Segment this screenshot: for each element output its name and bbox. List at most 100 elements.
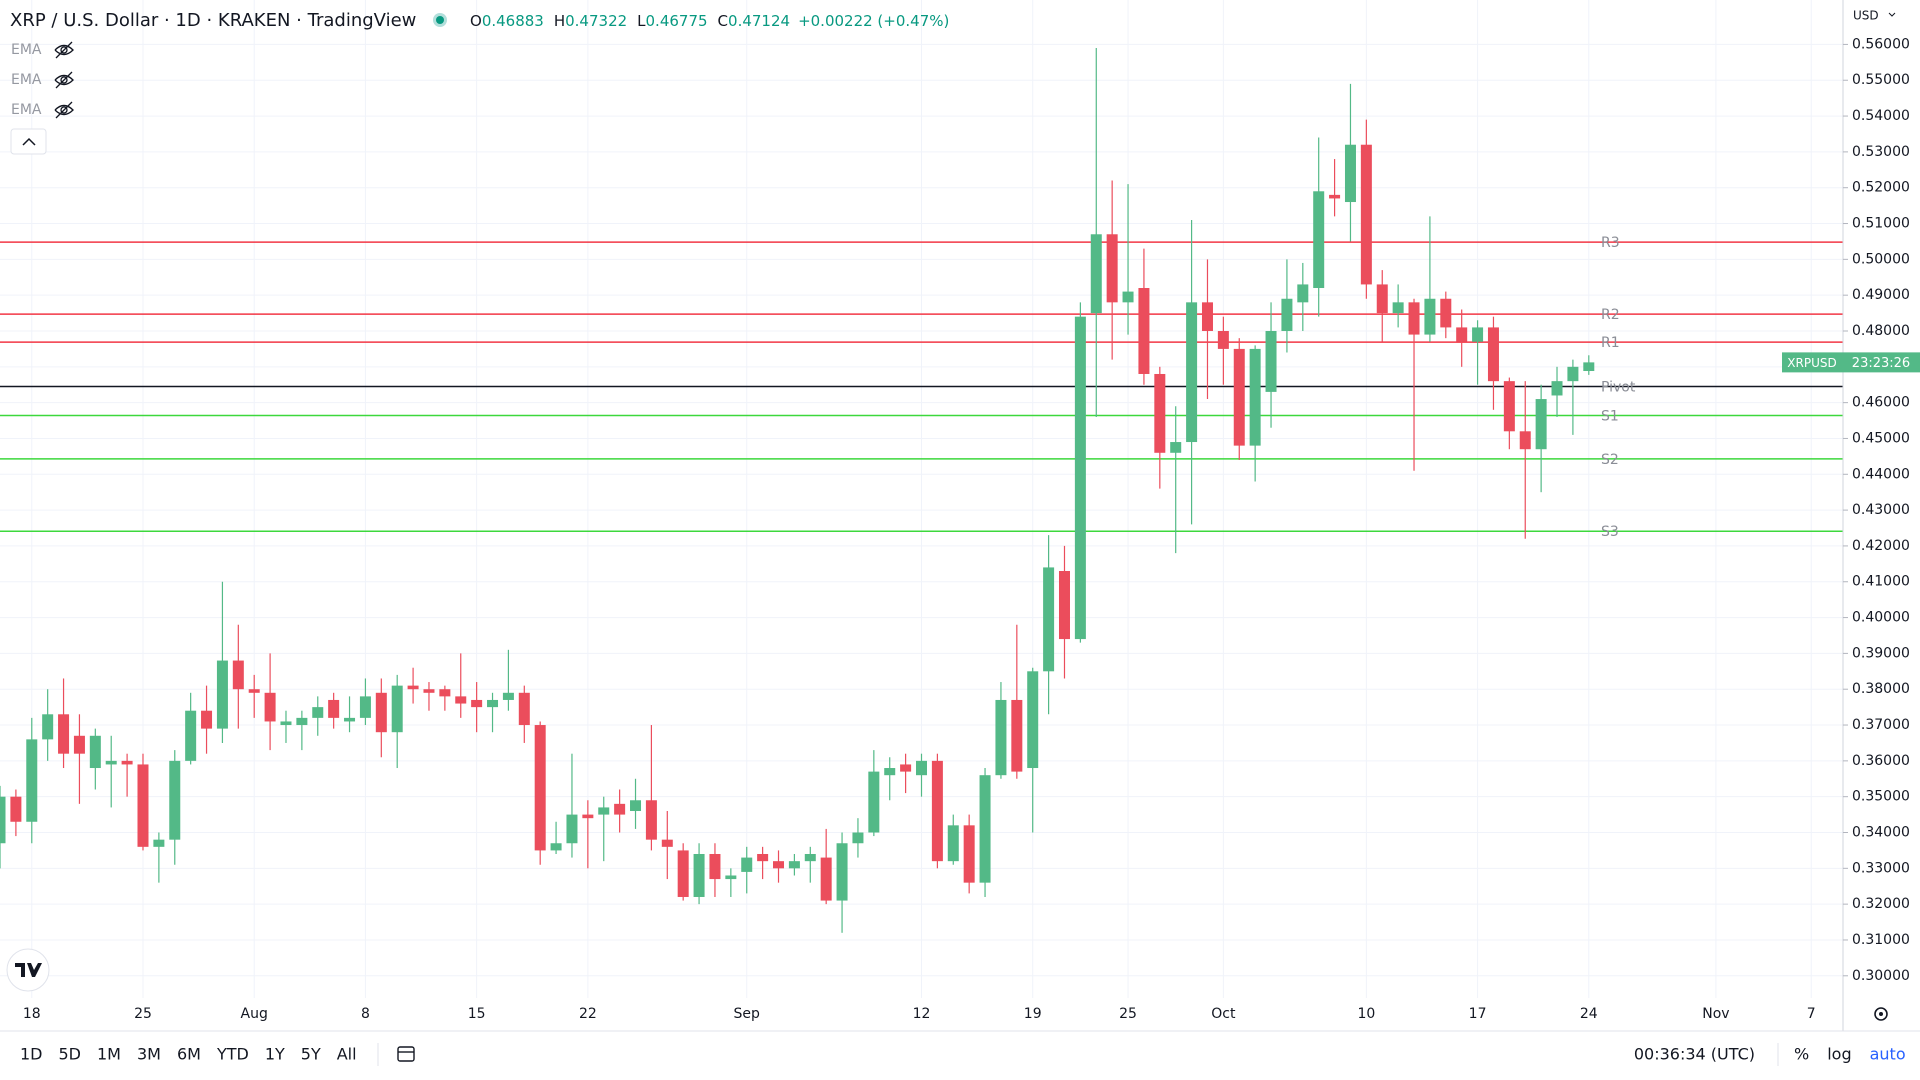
scale-button[interactable]: log: [1827, 1045, 1851, 1064]
candle-body: [185, 710, 197, 761]
legend-header: XRP / U.S. Dollar · 1D · KRAKEN · Tradin…: [10, 10, 949, 31]
scale-button[interactable]: %: [1794, 1045, 1809, 1064]
range-button[interactable]: 1D: [20, 1045, 43, 1064]
candle-body: [312, 707, 324, 718]
candle-body: [1186, 302, 1198, 443]
countdown-label: 23:23:26: [1852, 356, 1910, 371]
y-tick-label: 0.44000: [1852, 466, 1910, 482]
scale-button[interactable]: auto: [1870, 1045, 1906, 1064]
candle-body: [1583, 362, 1595, 372]
grid: [0, 0, 1843, 998]
candle-body: [1360, 144, 1372, 285]
hidden-eye-icon[interactable]: [54, 41, 74, 59]
candle-body: [757, 853, 769, 862]
range-button[interactable]: 3M: [137, 1045, 161, 1064]
settings-icon[interactable]: [1874, 1007, 1888, 1021]
candle-body: [995, 699, 1007, 776]
candle-body: [979, 775, 991, 883]
candle-body: [407, 685, 419, 690]
candle-body: [1408, 302, 1420, 335]
x-tick-label: 25: [134, 1006, 152, 1022]
candle-body: [42, 714, 54, 740]
clock[interactable]: 00:36:34 (UTC): [1634, 1045, 1755, 1064]
candle-body: [1503, 381, 1515, 432]
range-button[interactable]: 1M: [97, 1045, 121, 1064]
y-tick-label: 0.30000: [1852, 968, 1910, 984]
candle-body: [820, 857, 832, 901]
candle-body: [868, 771, 880, 833]
candle-body: [1472, 327, 1484, 342]
range-button[interactable]: 5D: [59, 1045, 82, 1064]
x-tick-label: Nov: [1702, 1006, 1729, 1022]
range-button[interactable]: YTD: [216, 1045, 249, 1064]
candle-body: [1281, 298, 1293, 331]
symbol-tag: [1782, 352, 1843, 373]
hidden-eye-icon[interactable]: [54, 101, 74, 119]
candle-body: [1011, 699, 1023, 772]
candle-body: [518, 692, 530, 726]
status-dot: [436, 16, 444, 24]
candle-body: [677, 850, 689, 897]
candle-body: [1535, 399, 1547, 450]
candle-body: [1456, 327, 1468, 342]
candle-body: [375, 692, 387, 733]
y-tick-label: 0.53000: [1852, 144, 1910, 160]
y-tick-label: 0.38000: [1852, 681, 1910, 697]
candle-body: [423, 689, 435, 693]
level-label: S3: [1601, 524, 1619, 540]
x-tick-label: 7: [1807, 1006, 1816, 1022]
candle-body: [963, 825, 975, 883]
level-label: R2: [1601, 307, 1620, 323]
candle-body: [725, 875, 737, 880]
range-button[interactable]: 1Y: [265, 1045, 285, 1064]
tv-logo[interactable]: [6, 948, 50, 992]
level-label: Pivot: [1601, 380, 1636, 396]
candle-body: [1344, 144, 1356, 203]
candle-body: [153, 839, 165, 847]
candle-body: [1217, 330, 1229, 349]
pivot-levels: R3 R2 R1 Pivot S1 S2 S3: [0, 235, 1843, 540]
candle-body: [248, 689, 260, 693]
y-tick-label: 0.51000: [1852, 216, 1910, 232]
x-tick-label: 24: [1580, 1006, 1598, 1022]
candle-body: [931, 760, 943, 862]
hidden-eye-icon[interactable]: [54, 71, 74, 89]
indicator-name: EMA: [11, 102, 42, 118]
candle-body: [264, 692, 276, 722]
level-label: S2: [1601, 452, 1619, 468]
candle-body: [1074, 316, 1086, 640]
level-label: R3: [1601, 235, 1620, 251]
symbol-tag-label: XRPUSD: [1787, 356, 1836, 370]
range-button[interactable]: All: [337, 1045, 357, 1064]
y-tick-label: 0.37000: [1852, 717, 1910, 733]
time-axis: 18 25 Aug 8 15 22 Sep 12 19 25 Oct 10 17 24 Nov 7: [23, 1006, 1816, 1022]
currency-chevron: [1888, 12, 1896, 17]
x-tick-label: 22: [579, 1006, 597, 1022]
x-tick-label: Sep: [734, 1006, 761, 1022]
candle-body: [1519, 431, 1531, 450]
candle-body: [1329, 194, 1341, 199]
candle-body: [1297, 284, 1309, 303]
candle-body: [1043, 567, 1055, 672]
candle-body: [1027, 671, 1039, 769]
candle-body: [73, 735, 85, 754]
candle-body: [232, 660, 244, 690]
candle-body: [1090, 234, 1102, 314]
date-range-icon[interactable]: [397, 1046, 415, 1062]
y-tick-label: 0.45000: [1852, 430, 1910, 446]
range-button[interactable]: 6M: [177, 1045, 201, 1064]
candle-body: [328, 699, 340, 718]
candle-body: [344, 717, 356, 722]
candle-body: [1249, 348, 1261, 446]
y-tick-label: 0.52000: [1852, 180, 1910, 196]
range-button[interactable]: 5Y: [301, 1045, 321, 1064]
ohlc-label: H: [554, 12, 565, 30]
change-value: +0.00222 (+0.47%): [798, 12, 949, 30]
collapse-button[interactable]: [10, 128, 47, 155]
candle-body: [582, 814, 594, 819]
candle-body: [121, 760, 133, 765]
y-tick-label: 0.31000: [1852, 932, 1910, 948]
indicator-name: EMA: [11, 42, 42, 58]
candle-body: [550, 843, 562, 851]
currency-label[interactable]: USD: [1853, 9, 1879, 23]
